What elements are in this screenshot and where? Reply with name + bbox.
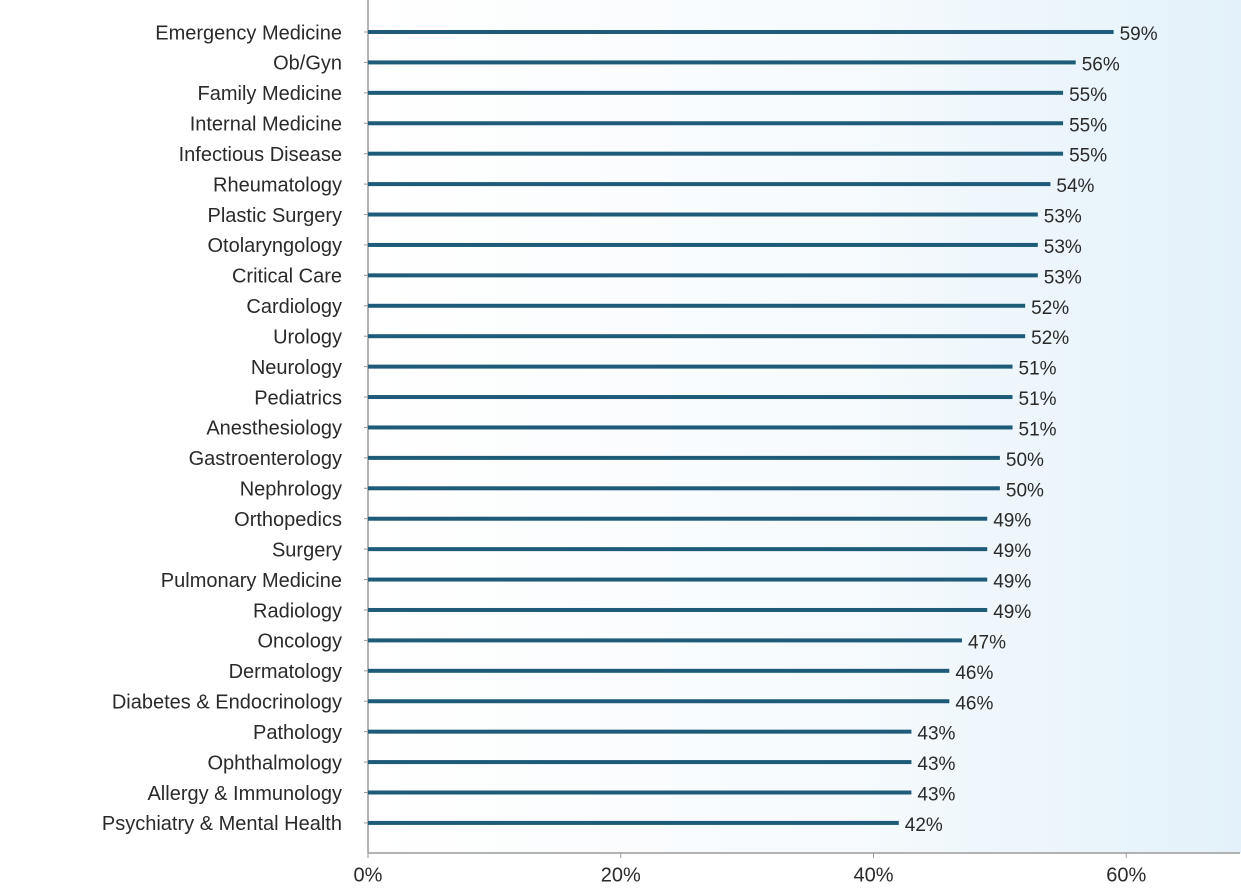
bar (368, 820, 899, 825)
value-label: 54% (1056, 176, 1094, 197)
x-tick-label: 0% (354, 864, 383, 886)
bar (368, 303, 1026, 308)
y-tick-label: Plastic Surgery (208, 205, 343, 227)
value-label: 51% (1019, 359, 1057, 380)
y-tick-label: Pediatrics (254, 387, 342, 409)
bar (368, 547, 988, 552)
bar (368, 273, 1038, 278)
bar (368, 30, 1114, 34)
value-label: 43% (917, 785, 955, 806)
value-label: 43% (917, 724, 955, 745)
y-tick-label: Surgery (272, 539, 342, 561)
y-tick-label: Rheumatology (213, 174, 342, 196)
value-label: 46% (955, 663, 993, 684)
y-tick-label: Pulmonary Medicine (161, 570, 342, 592)
y-tick-label: Nephrology (240, 479, 342, 501)
y-tick-label: Emergency Medicine (155, 22, 342, 44)
bar (368, 486, 1000, 491)
value-label: 52% (1031, 328, 1069, 349)
value-label: 51% (1019, 389, 1057, 410)
bar (368, 395, 1013, 400)
bar (368, 577, 988, 582)
bar (368, 60, 1076, 65)
value-label: 49% (993, 541, 1031, 562)
x-tick-label: 40% (853, 864, 893, 886)
y-tick-label: Dermatology (229, 661, 342, 683)
y-tick-label: Ophthalmology (207, 752, 342, 774)
value-label: 50% (1006, 450, 1044, 471)
value-label: 53% (1044, 207, 1082, 228)
y-tick-label: Gastroenterology (189, 448, 342, 470)
value-label: 52% (1031, 298, 1069, 319)
value-label: 55% (1069, 85, 1107, 106)
bar (368, 668, 950, 673)
y-tick-label: Neurology (251, 357, 342, 379)
bar (368, 790, 912, 795)
bar (368, 760, 912, 765)
y-tick-label: Family Medicine (198, 83, 342, 105)
value-label: 55% (1069, 146, 1107, 167)
value-label: 49% (993, 572, 1031, 593)
x-tick-label: 20% (601, 864, 641, 886)
value-label: 49% (993, 511, 1031, 532)
y-tick-label: Internal Medicine (190, 114, 342, 136)
y-tick-label: Cardiology (246, 296, 342, 318)
value-label: 46% (955, 693, 993, 714)
bar (368, 638, 962, 643)
y-tick-label: Infectious Disease (179, 144, 342, 166)
bar (368, 90, 1064, 95)
y-tick-label: Orthopedics (234, 509, 342, 531)
y-tick-label: Diabetes & Endocrinology (112, 692, 342, 714)
y-tick-label: Ob/Gyn (273, 53, 342, 75)
bar (368, 242, 1038, 247)
bar (368, 425, 1013, 430)
y-tick-label: Psychiatry & Mental Health (102, 813, 342, 835)
y-tick-label: Critical Care (232, 266, 342, 288)
bar (368, 212, 1038, 217)
bar (368, 516, 988, 521)
bar (368, 455, 1000, 460)
y-tick-label: Allergy & Immunology (147, 783, 342, 805)
y-tick-label: Urology (273, 326, 342, 348)
bar (368, 699, 950, 704)
y-tick-label: Pathology (253, 722, 342, 744)
value-label: 47% (968, 632, 1006, 653)
value-label: 51% (1019, 419, 1057, 440)
value-label: 56% (1082, 54, 1120, 75)
value-label: 42% (905, 815, 943, 836)
y-tick-label: Oncology (258, 631, 343, 653)
bar (368, 182, 1051, 187)
value-label: 53% (1044, 267, 1082, 288)
bar (368, 151, 1064, 156)
bar (368, 334, 1026, 339)
value-label: 53% (1044, 237, 1082, 258)
y-tick-label: Otolaryngology (207, 235, 342, 257)
bar (368, 729, 912, 734)
value-label: 59% (1120, 24, 1158, 45)
bar (368, 607, 988, 612)
value-label: 49% (993, 602, 1031, 623)
y-tick-label: Anesthesiology (206, 418, 342, 440)
value-label: 55% (1069, 115, 1107, 136)
bar (368, 364, 1013, 369)
value-label: 43% (917, 754, 955, 775)
bar (368, 121, 1064, 126)
y-tick-label: Radiology (253, 600, 342, 622)
value-label: 50% (1006, 480, 1044, 501)
x-tick-label: 60% (1106, 864, 1146, 886)
